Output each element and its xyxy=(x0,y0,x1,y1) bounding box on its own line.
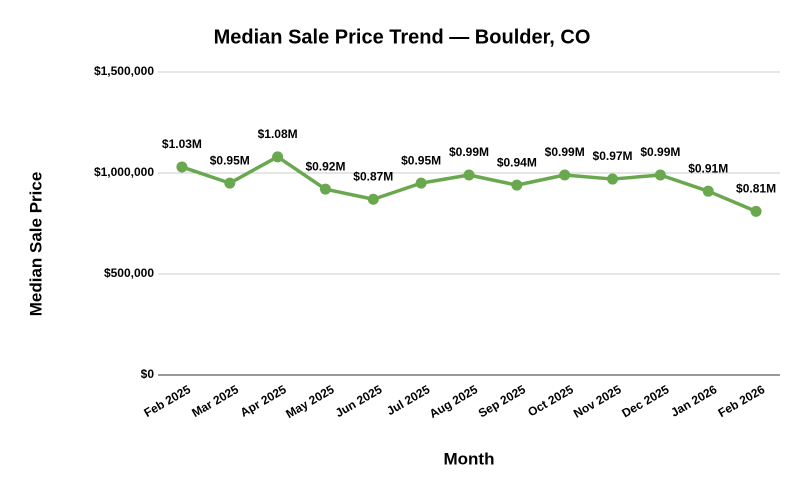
point xyxy=(607,173,619,185)
chart-title: Median Sale Price Trend — Boulder, CO xyxy=(214,26,591,48)
x-tick-label: Mar 2025 xyxy=(189,382,241,420)
value-label: $0.94M xyxy=(497,155,537,169)
x-tick-label: Dec 2025 xyxy=(619,382,671,420)
value-label: $0.95M xyxy=(401,153,441,167)
y-tick-label: $500,000 xyxy=(104,266,154,280)
point xyxy=(559,169,571,181)
value-label: $0.99M xyxy=(449,145,489,159)
point xyxy=(654,169,666,181)
point xyxy=(319,183,331,195)
point xyxy=(224,177,236,189)
value-label: $0.97M xyxy=(593,149,633,163)
x-tick-label: Feb 2026 xyxy=(716,382,768,420)
x-tick-label: Aug 2025 xyxy=(427,382,480,421)
point xyxy=(511,179,523,191)
x-tick-label: May 2025 xyxy=(283,382,337,421)
value-label: $0.99M xyxy=(545,145,585,159)
x-tick-label: Jun 2025 xyxy=(333,382,385,420)
y-tick-label: $1,000,000 xyxy=(94,165,154,179)
value-label: $1.08M xyxy=(258,127,298,141)
value-label: $0.87M xyxy=(353,169,393,183)
y-tick-label: $0 xyxy=(141,367,155,381)
x-tick-label: Jan 2026 xyxy=(668,382,719,420)
point xyxy=(750,205,762,217)
point xyxy=(415,177,427,189)
value-label: $1.03M xyxy=(162,137,202,151)
value-label: $0.92M xyxy=(305,159,345,173)
value-label: $0.95M xyxy=(210,153,250,167)
point xyxy=(176,161,188,173)
x-tick-label: Oct 2025 xyxy=(525,382,576,419)
x-tick-label: Apr 2025 xyxy=(238,382,289,420)
x-tick-label: Sep 2025 xyxy=(476,382,528,420)
x-tick-label: Jul 2025 xyxy=(384,382,432,418)
y-axis-title: Median Sale Price xyxy=(26,172,45,317)
point xyxy=(272,151,284,163)
x-tick-label: Feb 2025 xyxy=(142,382,194,420)
line xyxy=(181,155,757,213)
x-tick-label: Nov 2025 xyxy=(571,382,624,421)
point xyxy=(367,193,379,205)
value-label: $0.99M xyxy=(640,145,680,159)
value-label: $0.91M xyxy=(688,161,728,175)
value-label: $0.81M xyxy=(736,182,776,196)
x-axis-title: Month xyxy=(444,449,495,468)
point xyxy=(702,185,714,197)
point xyxy=(463,169,475,181)
y-tick-label: $1,500,000 xyxy=(94,64,154,78)
